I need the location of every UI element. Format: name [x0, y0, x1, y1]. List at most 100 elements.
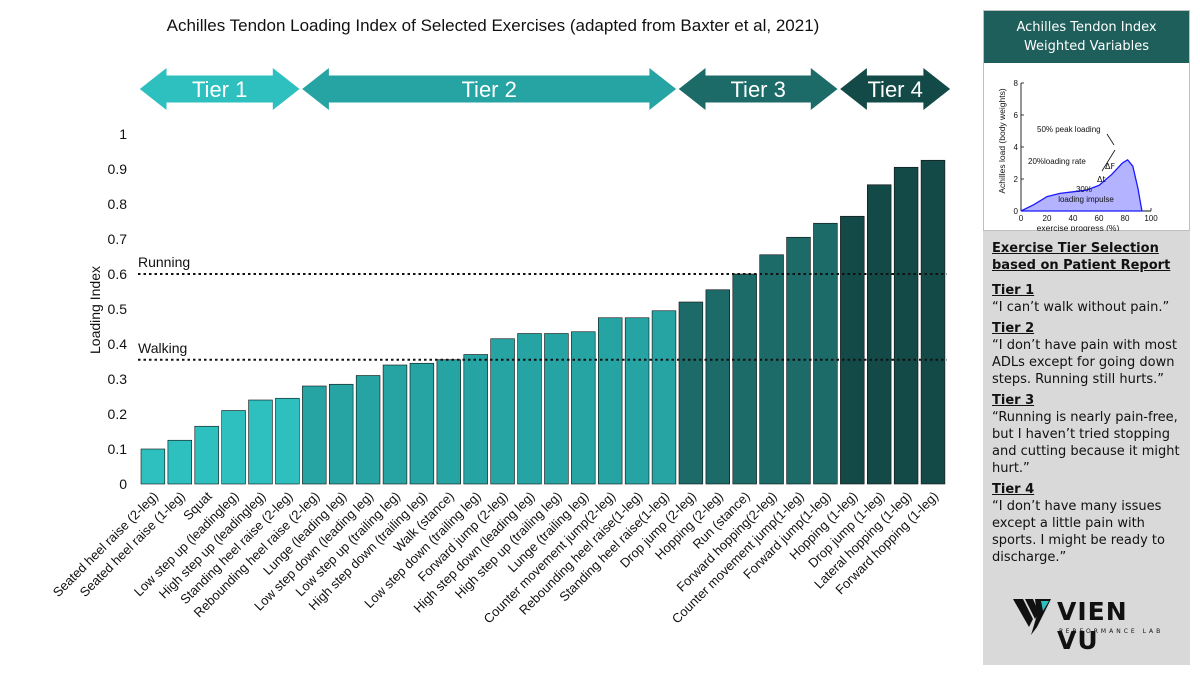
inset-x-tick-label: 60 [1095, 214, 1104, 223]
tier-arrow-label: Tier 1 [192, 77, 247, 102]
bars [140, 159, 946, 485]
bar [355, 375, 381, 485]
y-tick-label: 0.2 [108, 406, 128, 422]
tier-4-quote: “I don’t have many issues except a littl… [992, 499, 1165, 565]
tier-arrow [300, 65, 678, 113]
inset-header-line1: Achilles Tendon Index [1016, 20, 1157, 35]
y-tick-label: 0.6 [108, 266, 128, 282]
tier-arrow [838, 65, 952, 113]
inset-y-axis-label: Achilles load (body weights) [997, 88, 1007, 194]
inset-figure: Achilles Tendon Index Weighted Variables… [983, 10, 1190, 231]
inset-annotation-impulse: loading impulse [1058, 195, 1114, 204]
tier-arrow-label: Tier 3 [730, 77, 785, 102]
bar [140, 448, 166, 485]
tier-selection-heading: Exercise Tier Selection based on Patient… [992, 240, 1188, 274]
inset-y-tick-label: 2 [1014, 175, 1019, 184]
inset-x-tick-label: 20 [1043, 214, 1052, 223]
y-tick-label: 0.7 [108, 231, 128, 247]
reference-lines: Running Walking [138, 254, 947, 361]
y-tick-label: 0.5 [108, 301, 128, 317]
inset-load-curve-area [1020, 158, 1143, 212]
x-axis-labels: Seated heel raise (2-leg)Seated heel rai… [50, 488, 941, 626]
inset-delta-f: ΔF [1105, 162, 1115, 171]
bar [302, 385, 327, 485]
inset-y-tick-label: 8 [1014, 79, 1019, 88]
inset-rate-line [1101, 149, 1116, 172]
bar [678, 301, 704, 485]
bar [167, 439, 192, 485]
tier-3-quote: “Running is nearly pain-free, but I have… [992, 410, 1180, 476]
tier-1-block: Tier 1 “I can’t walk without pain.” [992, 282, 1188, 316]
bar [893, 166, 919, 485]
inset-delta-t: Δt [1097, 175, 1106, 184]
bar [840, 215, 865, 485]
inset-x-tick-label: 100 [1144, 214, 1158, 223]
bar [275, 397, 300, 485]
bar [624, 317, 650, 485]
tier-selection-text: Exercise Tier Selection based on Patient… [992, 240, 1188, 566]
tier-2-quote: “I don’t have pain with most ADLs except… [992, 338, 1177, 387]
tier-arrow-label: Tier 4 [867, 77, 922, 102]
bar [221, 410, 246, 485]
y-tick-label: 0.4 [108, 336, 128, 352]
y-axis-ticks: 0 0.1 0.2 0.3 0.4 0.5 0.6 0.7 0.8 0.9 1 [108, 126, 128, 492]
bar [463, 354, 488, 485]
tier-arrow [138, 65, 302, 113]
tier-3-block: Tier 3 “Running is nearly pain-free, but… [992, 392, 1188, 477]
bar-chart: Achilles Tendon Loading Index of Selecte… [50, 16, 952, 626]
y-tick-label: 0 [119, 476, 127, 492]
y-tick-label: 0.3 [108, 371, 128, 387]
inset-x-tick-label: 40 [1069, 214, 1078, 223]
tier-arrow [677, 65, 840, 113]
bar [328, 383, 354, 485]
inset-x-axis-label: exercise progress (%) [1037, 223, 1120, 231]
inset-peak-arrow [1106, 133, 1115, 146]
tier-4-name: Tier 4 [992, 482, 1035, 497]
tier-1-quote: “I can’t walk without pain.” [992, 300, 1170, 315]
inset-y-tick-label: 6 [1014, 111, 1019, 120]
bar [571, 331, 596, 485]
logo-name: VIEN VU [1057, 597, 1128, 655]
logo-subtitle: PERFORMANCE LAB [1059, 628, 1164, 635]
tier-3-name: Tier 3 [992, 393, 1035, 408]
inset-y-tick-label: 0 [1014, 207, 1019, 216]
bar [705, 289, 731, 485]
bar [866, 184, 892, 485]
bar [436, 359, 461, 485]
y-tick-label: 0.8 [108, 196, 128, 212]
bar [920, 159, 946, 485]
side-panel: Achilles Tendon Index Weighted Variables… [983, 10, 1190, 665]
bar [409, 362, 435, 485]
tier-selection-heading-line2: based on Patient Report [992, 258, 1171, 273]
bar [194, 425, 219, 485]
bar [597, 317, 623, 485]
tier-4-block: Tier 4 “I don’t have many issues except … [992, 481, 1188, 566]
bar [382, 364, 408, 485]
bar [813, 222, 838, 485]
bar [651, 310, 677, 485]
reference-line-label: Running [138, 254, 190, 270]
tier-2-block: Tier 2 “I don’t have pain with most ADLs… [992, 320, 1188, 388]
y-axis-label: Loading Index [87, 266, 103, 354]
y-tick-label: 0.9 [108, 161, 128, 177]
tier-2-name: Tier 2 [992, 321, 1035, 336]
inset-annotation-rate: 20%loading rate [1028, 157, 1086, 166]
inset-x-tick-label: 80 [1121, 214, 1130, 223]
vien-vu-logo: VIEN VU PERFORMANCE LAB [1013, 597, 1173, 655]
bar [544, 333, 569, 485]
inset-annotation-impulse-pct: 30% [1076, 185, 1092, 194]
y-tick-label: 1 [119, 126, 127, 142]
tier-arrow-label: Tier 2 [461, 77, 516, 102]
bar [517, 333, 542, 485]
tier-selection-heading-line1: Exercise Tier Selection [992, 241, 1159, 256]
bar [759, 254, 784, 485]
reference-line-label: Walking [138, 340, 187, 356]
y-tick-label: 0.1 [108, 441, 128, 457]
inset-header-line2: Weighted Variables [1023, 39, 1150, 54]
logo-mark-icon [1013, 599, 1051, 635]
tier-arrows: Tier 1 Tier 2 Tier 3 Tier 4 [138, 65, 952, 113]
inset-x-tick-label: 0 [1019, 214, 1024, 223]
bar [732, 273, 757, 485]
inset-header: Achilles Tendon Index Weighted Variables [984, 11, 1189, 63]
